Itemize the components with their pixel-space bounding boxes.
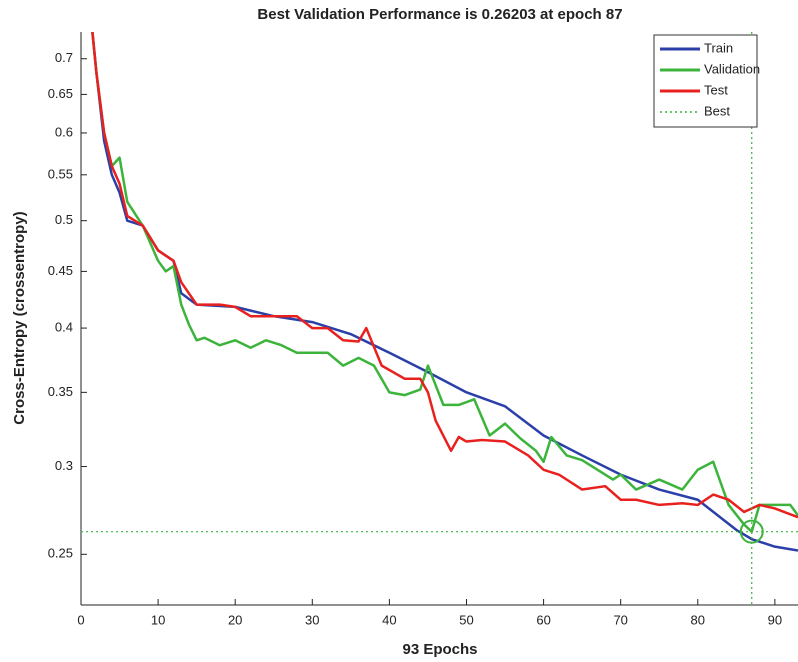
y-tick-label: 0.4 — [55, 320, 73, 335]
y-tick-label: 0.6 — [55, 124, 73, 139]
x-tick-label: 10 — [151, 612, 165, 627]
best-marker — [739, 519, 764, 544]
x-tick-label: 20 — [228, 612, 242, 627]
series-line — [91, 32, 798, 533]
x-tick-label: 30 — [305, 612, 319, 627]
y-tick-label: 0.7 — [55, 50, 73, 65]
y-tick-label: 0.5 — [55, 212, 73, 227]
legend-label: Test — [704, 82, 728, 97]
legend-label: Validation — [704, 61, 760, 76]
series-line — [91, 32, 798, 519]
x-tick-label: 70 — [613, 612, 627, 627]
x-tick-label: 90 — [768, 612, 782, 627]
y-tick-label: 0.55 — [48, 166, 73, 181]
x-axis-label: 93 Epochs — [402, 641, 477, 658]
y-tick-label: 0.35 — [48, 384, 73, 399]
y-axis-label: Cross-Entropy (crossentropy) — [11, 211, 28, 424]
x-tick-label: 60 — [536, 612, 550, 627]
legend-label: Best — [704, 103, 730, 118]
plot-lines — [81, 32, 798, 605]
y-tick-label: 0.25 — [48, 546, 73, 561]
series-line — [91, 32, 798, 552]
x-tick-label: 0 — [77, 612, 84, 627]
x-tick-label: 80 — [691, 612, 705, 627]
y-tick-label: 0.45 — [48, 263, 73, 278]
y-tick-label: 0.65 — [48, 86, 73, 101]
chart-title: Best Validation Performance is 0.26203 a… — [257, 6, 622, 23]
legend: Train Validation Test Best — [653, 34, 760, 128]
x-tick-label: 50 — [459, 612, 473, 627]
x-tick-label: 40 — [382, 612, 396, 627]
y-tick-label: 0.3 — [55, 458, 73, 473]
legend-label: Train — [704, 40, 733, 55]
